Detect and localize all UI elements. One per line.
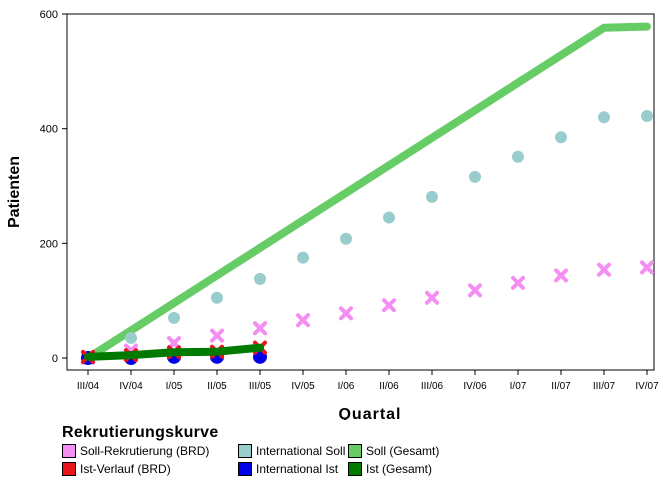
data-point: [383, 211, 395, 224]
legend-swatch: [62, 462, 76, 476]
x-tick-label: II/05: [207, 381, 227, 392]
x-tick-label: III/06: [421, 381, 444, 392]
legend-item-ist-verlauf: Ist-Verlauf (BRD): [62, 461, 238, 477]
series-line: [84, 343, 264, 361]
x-tick-label: III/07: [593, 381, 616, 392]
x-axis-label: Quartal: [338, 406, 401, 420]
legend-label: Ist-Verlauf (BRD): [80, 462, 171, 476]
data-point: [297, 251, 309, 264]
data-point: [597, 262, 611, 277]
data-point: [426, 190, 438, 203]
data-point: [210, 328, 224, 343]
legend-item-international-soll: International Soll: [238, 443, 348, 459]
axis-ticks: 0 200 400 600 III/04 IV/04 I/05 II/05 III/05 IV/0…: [40, 9, 659, 392]
legend-label: International Soll: [256, 444, 346, 458]
data-point: [296, 313, 310, 328]
legend-swatch: [238, 462, 252, 476]
legend-label: Soll (Gesamt): [366, 444, 440, 458]
x-tick-label: I/07: [510, 381, 527, 392]
x-tick-label: I/06: [338, 381, 355, 392]
data-point: [555, 131, 567, 144]
data-point: [254, 272, 266, 285]
data-point: [640, 260, 654, 275]
legend-item-soll-gesamt: Soll (Gesamt): [348, 443, 488, 459]
series-layer: [81, 22, 654, 365]
data-point-stroke: [382, 298, 396, 313]
y-tick-label: 200: [40, 238, 58, 250]
legend-label: Ist (Gesamt): [366, 462, 433, 476]
chart: 0 200 400 600 III/04 IV/04 I/05 II/05 III/05 IV/0…: [6, 9, 659, 420]
x-tick-label: IV/06: [463, 381, 487, 392]
x-tick-label: IV/07: [635, 381, 659, 392]
y-axis-label: Patienten: [6, 156, 23, 228]
legend-swatch: [238, 444, 252, 458]
x-tick-label: II/07: [551, 381, 571, 392]
legend-item-ist-gesamt: Ist (Gesamt): [348, 461, 488, 477]
legend-swatch: [348, 444, 362, 458]
x-tick-label: II/06: [379, 381, 399, 392]
legend-item-international-ist: International Ist: [238, 461, 348, 477]
data-point-stroke: [210, 328, 224, 343]
series-ist-gesamt: [84, 343, 264, 361]
data-point: [468, 283, 482, 298]
data-point: [211, 291, 223, 304]
legend-label: Soll-Rekrutierung (BRD): [80, 444, 210, 458]
y-tick-label: 400: [40, 124, 58, 136]
data-point-stroke: [554, 268, 568, 283]
x-tick-label: III/04: [77, 381, 100, 392]
x-tick-label: I/05: [166, 381, 183, 392]
series-soll-gesamt: [84, 22, 651, 362]
data-point: [125, 331, 137, 344]
data-point-stroke: [425, 290, 439, 305]
data-point-stroke: [640, 260, 654, 275]
x-tick-label: III/05: [249, 381, 272, 392]
y-tick-label: 600: [40, 9, 58, 21]
data-point: [425, 290, 439, 305]
legend: Rekrutierungskurve Soll-Rekrutierung (BR…: [62, 424, 582, 477]
data-point-stroke: [511, 275, 525, 290]
legend-label: International Ist: [256, 462, 339, 476]
legend-title: Rekrutierungskurve: [62, 424, 219, 441]
data-point-stroke: [296, 313, 310, 328]
data-point: [253, 321, 267, 336]
series-soll-rekrutierung-brd: [81, 260, 654, 365]
x-tick-label: IV/05: [291, 381, 315, 392]
data-point: [469, 170, 481, 183]
series-line: [84, 22, 651, 362]
x-tick-label: IV/04: [119, 381, 143, 392]
data-point-stroke: [253, 321, 267, 336]
legend-swatch: [348, 462, 362, 476]
legend-swatch: [62, 444, 76, 458]
data-point-stroke: [597, 262, 611, 277]
data-point: [512, 150, 524, 163]
data-point: [554, 268, 568, 283]
legend-items: Soll-Rekrutierung (BRD) International So…: [62, 443, 582, 477]
data-point: [340, 232, 352, 245]
data-point-stroke: [468, 283, 482, 298]
data-point: [511, 275, 525, 290]
y-tick-label: 0: [52, 353, 58, 365]
data-point: [598, 111, 610, 124]
data-point: [382, 298, 396, 313]
data-point: [339, 306, 353, 321]
data-point: [641, 110, 653, 123]
data-point-stroke: [339, 306, 353, 321]
legend-item-soll-rekrutierung: Soll-Rekrutierung (BRD): [62, 443, 238, 459]
data-point: [168, 311, 180, 324]
